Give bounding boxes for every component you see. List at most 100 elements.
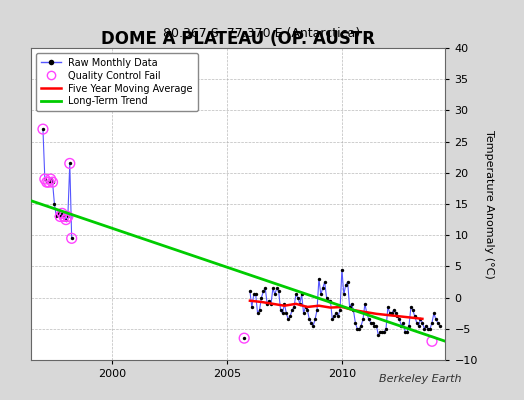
Point xyxy=(368,319,377,326)
Point xyxy=(50,201,59,207)
Point xyxy=(370,322,379,329)
Point xyxy=(394,313,402,320)
Point xyxy=(47,176,55,182)
Point xyxy=(332,310,341,316)
Point xyxy=(261,285,269,292)
Point xyxy=(353,326,362,332)
Point xyxy=(275,288,283,294)
Point xyxy=(311,316,319,323)
Point xyxy=(384,304,392,310)
Point xyxy=(340,291,348,298)
Point xyxy=(372,322,380,329)
Point xyxy=(58,210,67,216)
Point xyxy=(326,298,335,304)
Point xyxy=(60,213,68,220)
Point xyxy=(412,319,421,326)
Point xyxy=(428,319,436,326)
Title: DOME A PLATEAU (OP. AUSTR: DOME A PLATEAU (OP. AUSTR xyxy=(102,30,375,48)
Point xyxy=(418,319,427,326)
Point xyxy=(316,291,325,298)
Point xyxy=(363,310,371,316)
Point xyxy=(414,322,423,329)
Point xyxy=(388,310,396,316)
Point xyxy=(305,316,313,323)
Point xyxy=(254,310,262,316)
Point xyxy=(351,319,359,326)
Point xyxy=(62,216,70,223)
Point xyxy=(60,213,68,220)
Point xyxy=(58,210,67,216)
Point xyxy=(68,235,76,242)
Point xyxy=(45,179,53,185)
Point xyxy=(278,310,287,316)
Point xyxy=(324,298,333,304)
Point xyxy=(284,316,292,323)
Point xyxy=(263,301,271,307)
Point xyxy=(248,304,256,310)
Point xyxy=(391,310,400,316)
Point xyxy=(386,310,394,316)
Point xyxy=(42,179,51,185)
Point xyxy=(313,307,321,313)
Point xyxy=(269,285,277,292)
Point xyxy=(359,316,367,323)
Point xyxy=(426,326,434,332)
Point xyxy=(376,329,385,335)
Point xyxy=(342,282,350,288)
Point xyxy=(420,326,429,332)
Point xyxy=(252,291,260,298)
Point xyxy=(349,307,357,313)
Point xyxy=(282,310,290,316)
Point xyxy=(48,179,57,185)
Point xyxy=(276,307,285,313)
Point xyxy=(422,322,430,329)
Point xyxy=(401,329,409,335)
Point xyxy=(319,285,327,292)
Point xyxy=(280,301,289,307)
Point xyxy=(66,160,74,167)
Point xyxy=(382,326,390,332)
Point xyxy=(303,307,312,313)
Point xyxy=(301,304,310,310)
Point xyxy=(357,322,365,329)
Point xyxy=(249,291,258,298)
Point xyxy=(315,276,323,282)
Point xyxy=(338,266,346,273)
Point xyxy=(299,310,308,316)
Point xyxy=(347,301,356,307)
Point xyxy=(39,126,47,132)
Point xyxy=(365,316,373,323)
Point xyxy=(246,288,254,294)
Point xyxy=(293,294,302,301)
Point xyxy=(56,213,64,220)
Point xyxy=(430,310,438,316)
Point xyxy=(255,307,264,313)
Point xyxy=(380,329,388,335)
Point xyxy=(66,160,74,167)
Point xyxy=(428,338,436,344)
Text: 80.367 S, 77.370 E (Antarctica): 80.367 S, 77.370 E (Antarctica) xyxy=(163,28,361,40)
Point xyxy=(265,298,274,304)
Point xyxy=(395,316,403,323)
Point xyxy=(399,319,408,326)
Point xyxy=(309,322,318,329)
Point xyxy=(286,313,294,320)
Point xyxy=(334,313,342,320)
Point xyxy=(403,329,411,335)
Point xyxy=(41,176,49,182)
Point xyxy=(378,329,386,335)
Point xyxy=(270,291,279,298)
Point xyxy=(435,322,444,329)
Point xyxy=(47,176,55,182)
Point xyxy=(39,126,47,132)
Point xyxy=(330,313,339,320)
Point xyxy=(63,213,72,220)
Legend: Raw Monthly Data, Quality Control Fail, Five Year Moving Average, Long-Term Tren: Raw Monthly Data, Quality Control Fail, … xyxy=(36,53,198,111)
Point xyxy=(410,313,419,320)
Point xyxy=(63,213,72,220)
Point xyxy=(54,210,62,216)
Point xyxy=(257,294,266,301)
Point xyxy=(68,235,76,242)
Point xyxy=(240,335,248,341)
Point xyxy=(48,179,57,185)
